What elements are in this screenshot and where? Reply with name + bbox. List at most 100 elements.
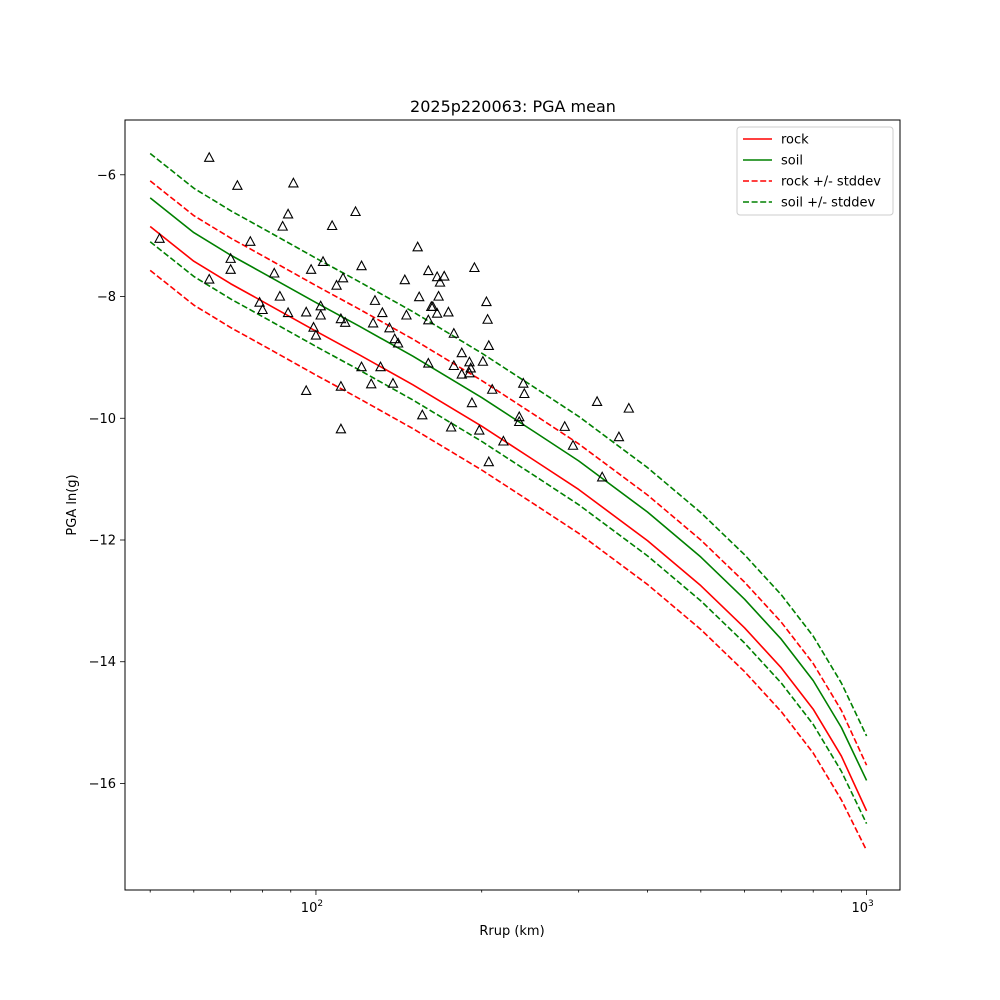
- data-point: [274, 290, 286, 301]
- legend-label-0: rock: [781, 133, 809, 148]
- data-point: [225, 263, 237, 274]
- data-point: [623, 402, 635, 413]
- data-point: [369, 294, 381, 305]
- data-point: [591, 395, 603, 406]
- data-point: [438, 270, 450, 281]
- data-point: [517, 377, 529, 388]
- data-point: [350, 205, 362, 217]
- data-point: [518, 387, 530, 399]
- data-point: [416, 409, 428, 420]
- curve-soil: [149, 197, 868, 781]
- data-point: [254, 296, 266, 307]
- data-point: [456, 368, 468, 379]
- data-point: [367, 317, 379, 328]
- data-point: [257, 303, 269, 315]
- data-point: [365, 378, 377, 389]
- curve-rock_plus: [149, 180, 868, 766]
- data-point: [376, 306, 388, 318]
- data-point: [442, 306, 454, 317]
- data-point: [300, 384, 312, 396]
- y-tick-label-2: −10: [89, 412, 116, 427]
- data-point: [486, 383, 498, 394]
- data-point: [427, 300, 439, 312]
- data-point: [300, 306, 312, 317]
- data-point: [356, 360, 368, 372]
- data-point: [335, 312, 347, 324]
- curve-soil_plus: [149, 152, 868, 737]
- y-tick-label-1: −8: [97, 290, 116, 305]
- data-point: [422, 264, 434, 276]
- station-points: [154, 151, 635, 482]
- chart-title: 2025p220063: PGA mean: [410, 97, 616, 116]
- y-axis: −6 −8 −10 −12 −14 −16: [89, 168, 125, 792]
- data-point: [513, 415, 525, 427]
- data-point: [463, 367, 475, 378]
- data-point: [434, 276, 446, 287]
- data-point: [315, 309, 327, 320]
- data-point: [613, 430, 625, 442]
- data-point: [482, 313, 494, 324]
- data-point: [305, 263, 317, 274]
- data-point: [456, 346, 468, 358]
- data-point: [513, 410, 525, 422]
- data-point: [335, 423, 347, 434]
- data-point: [356, 259, 368, 271]
- legend: rock soil rock +/- stddev soil +/- stddev: [736, 126, 894, 216]
- data-point: [433, 290, 445, 301]
- data-point: [448, 359, 460, 371]
- data-point: [468, 261, 480, 273]
- data-point: [335, 380, 347, 391]
- data-point: [412, 241, 424, 252]
- plot-frame: [124, 119, 901, 891]
- data-point: [422, 357, 434, 368]
- data-point: [282, 306, 294, 318]
- data-point: [375, 360, 387, 372]
- data-point: [400, 309, 412, 320]
- y-axis-label: PGA ln(g): [65, 474, 80, 535]
- data-point: [154, 232, 166, 243]
- curve-rock_minus: [149, 269, 868, 851]
- data-point: [268, 267, 280, 278]
- data-point: [225, 252, 237, 263]
- legend-box: [736, 126, 894, 216]
- legend-label-3: soil +/- stddev: [781, 196, 876, 211]
- data-point: [331, 279, 343, 290]
- curves: [149, 152, 868, 851]
- data-point: [567, 439, 579, 450]
- data-point: [477, 355, 489, 366]
- data-point: [203, 273, 215, 284]
- data-point: [483, 455, 495, 467]
- data-point: [480, 295, 492, 307]
- curve-rock: [149, 225, 868, 812]
- data-point: [389, 332, 401, 344]
- data-point: [277, 220, 289, 231]
- y-tick-label-5: −16: [89, 777, 116, 792]
- data-point: [473, 424, 485, 435]
- data-point: [287, 177, 299, 188]
- y-tick-label-0: −6: [97, 168, 116, 183]
- data-point: [399, 273, 411, 285]
- data-point: [422, 314, 434, 325]
- data-point: [383, 322, 395, 333]
- data-point: [203, 151, 215, 162]
- data-point: [339, 316, 351, 327]
- data-point: [282, 208, 294, 219]
- y-tick-label-3: −12: [89, 534, 116, 549]
- data-point: [448, 327, 460, 338]
- x-axis-label: Rrup (km): [479, 924, 544, 939]
- data-point: [431, 270, 443, 282]
- data-point: [337, 272, 349, 283]
- data-point: [497, 435, 509, 446]
- data-point: [308, 321, 320, 332]
- data-point: [466, 396, 478, 408]
- data-point: [392, 337, 404, 348]
- data-point: [431, 307, 443, 318]
- legend-label-2: rock +/- stddev: [781, 175, 881, 190]
- data-point: [231, 179, 243, 190]
- data-point: [387, 377, 399, 388]
- legend-label-1: soil: [781, 154, 803, 169]
- data-point: [326, 219, 338, 231]
- data-point: [483, 339, 495, 350]
- data-point: [445, 421, 457, 432]
